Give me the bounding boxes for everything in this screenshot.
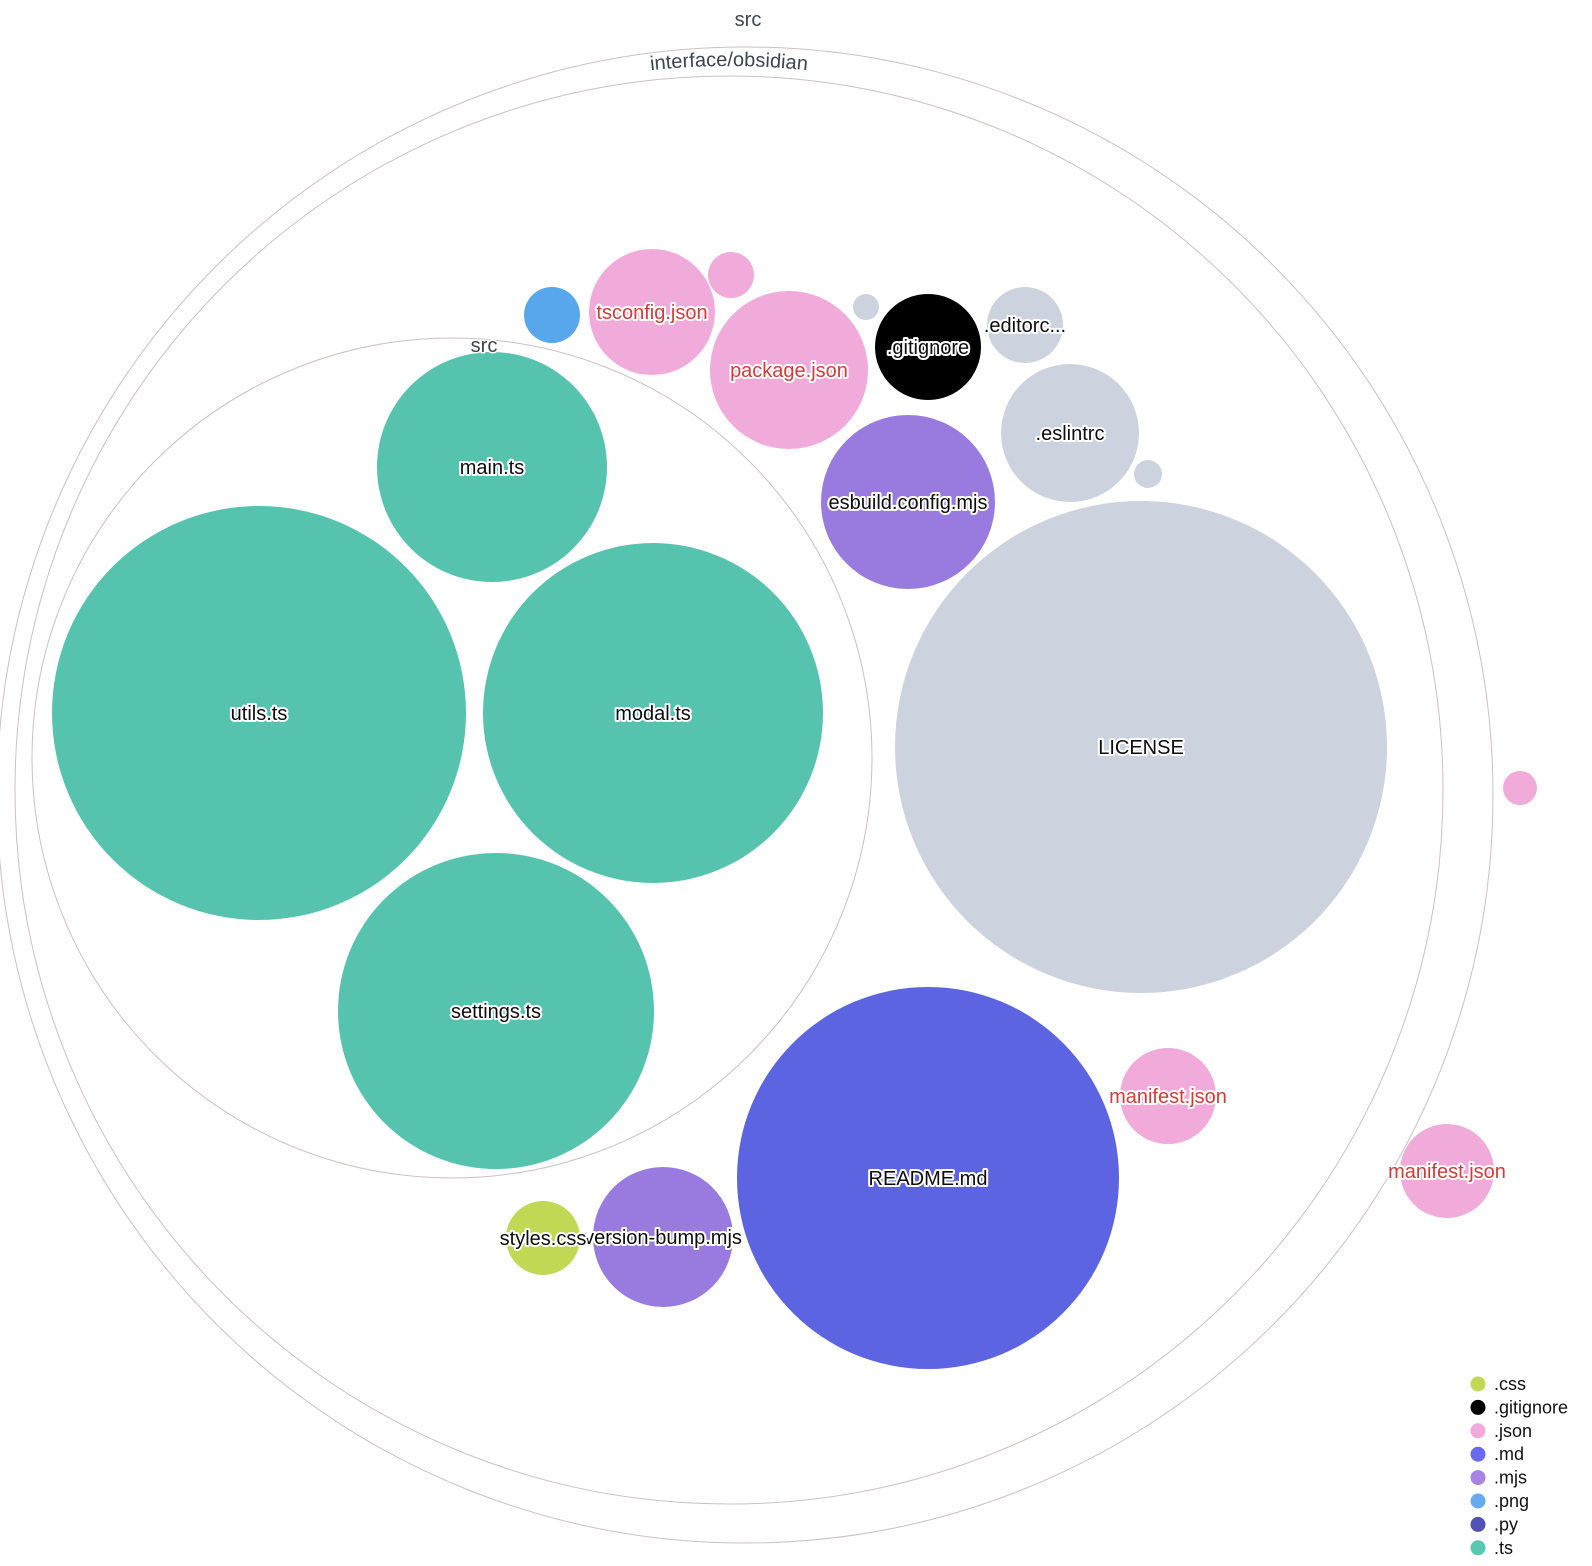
file-circle-gray-small-b[interactable] xyxy=(1134,460,1162,488)
file-circle-json-small-top[interactable] xyxy=(708,252,754,298)
file-label-license: LICENSE xyxy=(1098,737,1184,759)
dir-label-src-inner: src xyxy=(471,335,498,357)
legend-dot-json xyxy=(1470,1423,1486,1439)
extension-legend: .css .gitignore .json .md .mjs .png .py .ts xyxy=(1470,1374,1568,1558)
file-label-utils-ts: utils.ts xyxy=(231,703,288,725)
file-label-readme-md: README.md xyxy=(869,1168,988,1190)
file-circle-gray-small-a[interactable] xyxy=(853,294,879,320)
legend-item-json: .json xyxy=(1470,1421,1532,1441)
file-circle-settings-ts[interactable] xyxy=(338,853,654,1169)
legend-label-png: .png xyxy=(1494,1491,1529,1511)
file-circle-editorconfig[interactable] xyxy=(987,287,1063,363)
file-circle-manifest-json-inner[interactable] xyxy=(1120,1048,1216,1144)
file-label-version-bump-mjs: version-bump.mjs xyxy=(584,1227,742,1249)
file-circle-package-json[interactable] xyxy=(710,291,868,449)
legend-item-md: .md xyxy=(1470,1444,1524,1464)
file-label-manifest-json-outer: manifest.json xyxy=(1388,1161,1506,1183)
file-circle-json-small-right[interactable] xyxy=(1503,771,1537,805)
legend-label-mjs: .mjs xyxy=(1494,1468,1527,1488)
legend-dot-ts xyxy=(1470,1540,1486,1556)
file-label-main-ts: main.ts xyxy=(460,457,524,479)
file-label-settings-ts: settings.ts xyxy=(451,1001,541,1023)
legend-item-py: .py xyxy=(1470,1514,1518,1534)
file-label-styles-css: styles.css xyxy=(500,1228,587,1250)
file-label-gitignore: .gitignore xyxy=(887,337,969,359)
file-label-manifest-json-inner: manifest.json xyxy=(1109,1086,1227,1108)
legend-item-ts: .ts xyxy=(1470,1538,1513,1558)
file-circle-utils-ts[interactable] xyxy=(52,506,466,920)
file-circle-esbuild-config-mjs[interactable] xyxy=(821,415,995,589)
file-circle-png-small[interactable] xyxy=(524,287,580,343)
file-circle-readme-md[interactable] xyxy=(737,987,1119,1369)
file-circle-version-bump-mjs[interactable] xyxy=(593,1167,733,1307)
file-label-tsconfig-json: tsconfig.json xyxy=(596,302,707,324)
file-label-esbuild-config-mjs: esbuild.config.mjs xyxy=(829,492,988,514)
legend-dot-css xyxy=(1470,1376,1486,1392)
file-circle-gitignore[interactable] xyxy=(875,294,981,400)
file-circle-styles-css[interactable] xyxy=(506,1201,580,1275)
file-circle-tsconfig-json[interactable] xyxy=(589,249,715,375)
legend-label-py: .py xyxy=(1494,1514,1518,1534)
file-label-eslintrc: .eslintrc xyxy=(1036,423,1105,445)
legend-label-ts: .ts xyxy=(1494,1538,1513,1558)
legend-item-gitignore: .gitignore xyxy=(1470,1397,1568,1417)
legend-item-mjs: .mjs xyxy=(1470,1468,1527,1488)
file-circle-manifest-json-outer[interactable] xyxy=(1400,1124,1494,1218)
legend-item-png: .png xyxy=(1470,1491,1529,1511)
legend-dot-py xyxy=(1470,1516,1486,1532)
legend-label-md: .md xyxy=(1494,1444,1524,1464)
file-circle-eslintrc[interactable] xyxy=(1001,364,1139,502)
legend-label-gitignore: .gitignore xyxy=(1494,1397,1568,1417)
legend-label-json: .json xyxy=(1494,1421,1532,1441)
legend-label-css: .css xyxy=(1494,1374,1526,1394)
legend-dot-png xyxy=(1470,1493,1486,1509)
file-label-modal-ts: modal.ts xyxy=(615,703,691,725)
file-circle-modal-ts[interactable] xyxy=(483,543,823,883)
legend-dot-mjs xyxy=(1470,1470,1486,1486)
legend-item-css: .css xyxy=(1470,1374,1526,1394)
legend-dot-gitignore xyxy=(1470,1399,1486,1415)
file-label-editorconfig: .editorc... xyxy=(984,315,1066,337)
file-circle-license[interactable] xyxy=(895,501,1387,993)
file-label-package-json: package.json xyxy=(730,360,848,382)
file-circle-main-ts[interactable] xyxy=(377,352,607,582)
chart-nodes xyxy=(0,46,1537,1544)
dir-label-src-root: src xyxy=(735,9,762,31)
legend-dot-md xyxy=(1470,1446,1486,1462)
